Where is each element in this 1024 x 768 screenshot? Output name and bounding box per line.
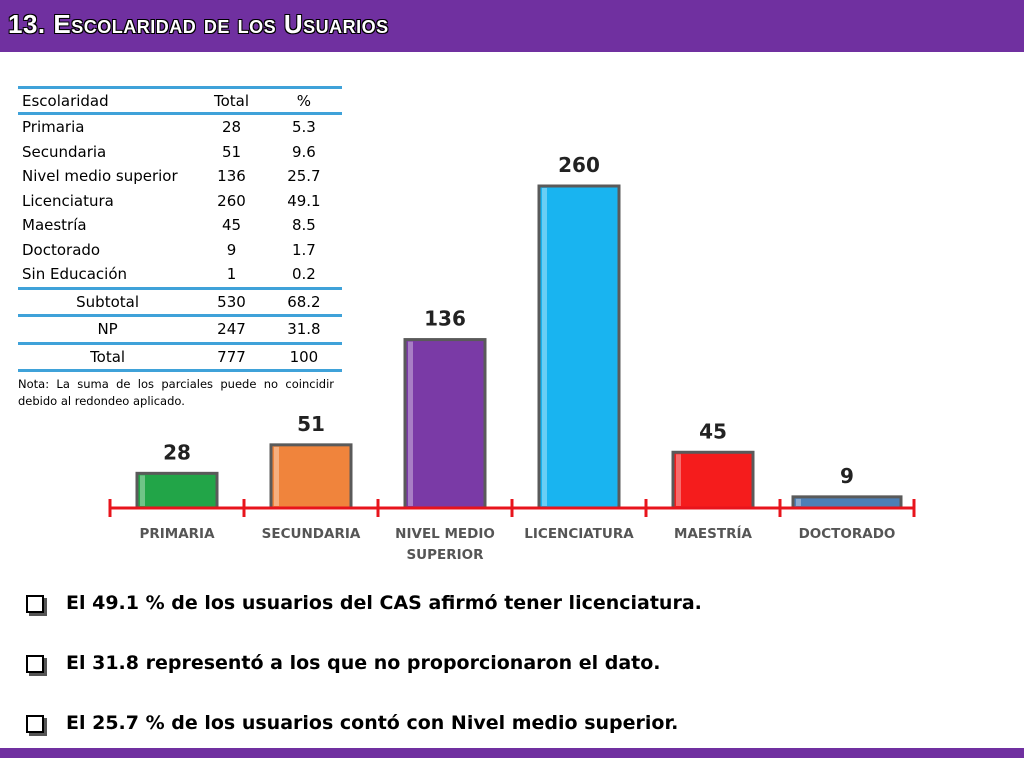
tick-label: MAESTRÍA (674, 525, 752, 542)
table-cell: 49.1 (287, 191, 321, 210)
bullet-item: El 31.8 representó a los que no proporci… (26, 648, 702, 708)
table-cell: 25.7 (287, 167, 321, 186)
tick-label: LICENCIATURA (524, 526, 634, 542)
table-row: Licenciatura 260 49.1 (18, 189, 342, 214)
table-cell: 1 (226, 265, 237, 284)
table-row: Primaria 28 5.3 (18, 114, 342, 140)
title-bar: 13. Escolaridad de los Usuarios (0, 0, 1024, 52)
bar (269, 443, 353, 510)
total-row: Total 777 100 (18, 341, 342, 372)
data-label: 260 (558, 153, 600, 177)
table-cell: 0.2 (291, 265, 316, 284)
table-cell: 9 (226, 240, 237, 259)
table-cell: 260 (217, 191, 246, 210)
data-label: 136 (424, 307, 466, 331)
data-label: 51 (297, 412, 325, 436)
table-cell: Total (18, 341, 198, 372)
checkbox-square-icon (26, 595, 44, 613)
bar (791, 495, 903, 510)
bottom-bar (0, 748, 1024, 758)
column-header-escolaridad: Escolaridad (18, 86, 198, 115)
table-row: Secundaria 51 9.6 (18, 140, 342, 165)
table-cell: 247 (197, 314, 266, 343)
tick-label: NIVEL MEDIO (395, 526, 495, 542)
data-label: 28 (163, 440, 191, 464)
table-cell: 530 (197, 286, 266, 316)
bullet-item: El 49.1 % de los usuarios del CAS afirmó… (26, 588, 702, 648)
bar-chart: 28 PRIMARIA 51 SECUNDARIA 136 NIVEL MEDIO SUPE… (108, 153, 916, 563)
table-row: Sin Educación 1 0.2 (18, 262, 342, 288)
bar-highlight (676, 454, 681, 506)
bar (537, 184, 621, 510)
table-cell: 31.8 (265, 314, 342, 343)
bar-highlight (796, 498, 801, 506)
bullet-item: El 25.7 % de los usuarios contó con Nive… (26, 708, 702, 768)
table-header-row: Escolaridad Total % (18, 86, 342, 115)
table-cell: 28 (221, 118, 242, 137)
table-row: Nivel medio superior 136 25.7 (18, 164, 342, 189)
table-cell: 100 (265, 341, 342, 372)
table-cell: 68.2 (265, 286, 342, 316)
table-cell: 9.6 (291, 142, 316, 161)
bar-highlight (274, 446, 279, 506)
table-cell: 8.5 (291, 216, 316, 235)
bar-highlight (542, 188, 547, 506)
page-title: 13. Escolaridad de los Usuarios (8, 9, 389, 39)
table-cell: Licenciatura (22, 191, 114, 210)
column-header-percent: % (265, 86, 342, 115)
table-row: Doctorado 9 1.7 (18, 238, 342, 263)
bullet-text: El 25.7 % de los usuarios contó con Nive… (66, 712, 679, 734)
bar (403, 338, 487, 510)
subtotal-row: Subtotal 530 68.2 (18, 286, 342, 316)
table-cell: Subtotal (18, 286, 198, 316)
bar (671, 450, 755, 510)
table-cell: 5.3 (291, 118, 316, 137)
column-header-total: Total (197, 86, 266, 115)
bullet-text: El 49.1 % de los usuarios del CAS afirmó… (66, 592, 702, 614)
tick-label: SECUNDARIA (262, 526, 361, 542)
checkbox-square-icon (26, 715, 44, 733)
table-cell: Secundaria (22, 142, 107, 161)
bar (135, 471, 219, 510)
table-cell: 1.7 (291, 240, 316, 259)
checkbox-square-icon (26, 655, 44, 673)
data-table: Escolaridad Total % Primaria 28 5.3 Secu… (18, 86, 342, 410)
tick-label: PRIMARIA (139, 526, 215, 542)
data-label: 45 (699, 419, 727, 443)
np-row: NP 247 31.8 (18, 314, 342, 343)
table-note: Nota: La suma de los parciales puede no … (18, 377, 334, 408)
table-row: Maestría 45 8.5 (18, 213, 342, 238)
bar-highlight (140, 475, 145, 506)
table-cell: Nivel medio superior (22, 167, 178, 186)
table-cell: 777 (197, 341, 266, 372)
bullet-list: El 49.1 % de los usuarios del CAS afirmó… (26, 588, 702, 768)
table-cell: Doctorado (22, 240, 101, 259)
tick-label: DOCTORADO (799, 526, 896, 542)
table-cell: NP (18, 314, 198, 343)
tick-label: SUPERIOR (406, 547, 484, 563)
table-cell: 51 (221, 142, 242, 161)
table-cell: 45 (221, 216, 242, 235)
bar-highlight (408, 341, 413, 506)
data-label: 9 (840, 464, 854, 488)
table-cell: Sin Educación (22, 265, 128, 284)
bullet-text: El 31.8 representó a los que no proporci… (66, 652, 661, 674)
table-cell: Maestría (22, 216, 87, 235)
table-cell: Primaria (22, 118, 85, 137)
table-cell: 136 (217, 167, 246, 186)
